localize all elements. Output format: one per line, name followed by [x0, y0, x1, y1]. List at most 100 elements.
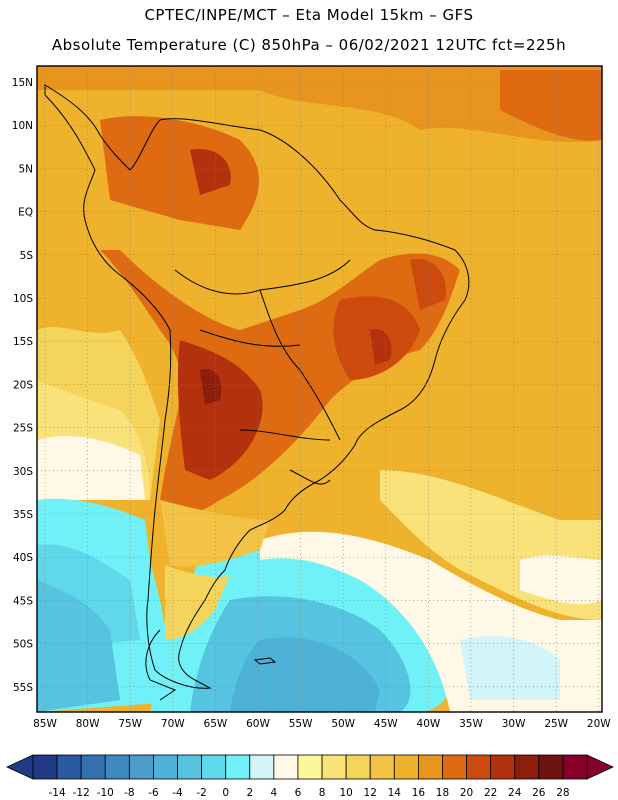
colorbar-label: 8	[319, 787, 326, 799]
colorbar-label: -6	[148, 787, 159, 799]
colorbar-swatch	[490, 754, 516, 780]
lat-label: 10S	[13, 293, 33, 305]
colorbar-swatch	[225, 754, 251, 780]
lat-label: 55S	[13, 682, 33, 694]
lat-label: 50S	[13, 639, 33, 651]
lon-label: 25W	[544, 718, 568, 730]
south-atlantic-coldest-zone	[230, 637, 380, 712]
colorbar-label: 22	[484, 787, 497, 799]
lat-label: 30S	[13, 466, 33, 478]
south-america-coastline	[44, 84, 470, 689]
bahia-hot-zone	[410, 259, 446, 310]
colorbar-swatch	[466, 754, 492, 780]
colorbar-swatch	[273, 754, 299, 780]
latitude-labels: 15N 10N 5N EQ 5S 10S 15S 20S 25S 30S 35S 40S 45S 50S 5…	[12, 77, 34, 694]
north-east-hot-patch	[500, 70, 602, 141]
colorbar-label: 28	[556, 787, 569, 799]
lat-label: 40S	[13, 552, 33, 564]
colorbar-label: -8	[124, 787, 134, 799]
colorbar-swatch	[104, 754, 130, 780]
lon-label: 75W	[118, 718, 142, 730]
atlantic-pale-patch	[520, 555, 602, 605]
lon-label: 40W	[417, 718, 441, 730]
chaco-hottest-zone	[177, 340, 263, 480]
atlantic-cool-patch	[460, 636, 560, 700]
colorbar-swatch	[562, 754, 588, 780]
map-title-line2: Absolute Temperature (C) 850hPa – 06/02/…	[51, 36, 567, 54]
lat-label: 20S	[13, 379, 33, 391]
colorbar-swatch	[321, 754, 347, 780]
colorbar-label: 20	[460, 787, 473, 799]
lat-label: 5S	[20, 250, 34, 262]
colorbar-swatch	[249, 754, 275, 780]
colorbar-label: -4	[172, 787, 183, 799]
colorbar-swatch	[297, 754, 323, 780]
lon-label: 80W	[76, 718, 100, 730]
lat-label: 35S	[13, 509, 33, 521]
colorbar-low-arrow	[6, 754, 34, 780]
colorbar-label: 16	[412, 787, 426, 799]
colorbar-label: 24	[508, 787, 522, 799]
colorbar-label: 14	[388, 787, 402, 799]
colorbar-swatch	[153, 754, 178, 780]
lon-label: 30W	[502, 718, 526, 730]
lat-label: 10N	[12, 120, 33, 132]
colorbar-swatch	[514, 754, 540, 780]
pampas-mild-zone	[160, 500, 270, 567]
map-title-line1: CPTEC/INPE/MCT – Eta Model 15km – GFS	[144, 6, 474, 24]
lon-label: 85W	[33, 718, 57, 730]
falkland-islands	[253, 657, 277, 665]
colorbar-label: -12	[73, 787, 90, 799]
lat-label: 5N	[18, 163, 33, 175]
colorbar-swatch	[417, 754, 443, 780]
map-frame	[36, 65, 603, 713]
colorbar-label: 12	[364, 787, 377, 799]
lat-label: 15N	[12, 77, 33, 89]
colorbar-label: -14	[49, 787, 66, 799]
lon-label: 45W	[374, 718, 398, 730]
colorbar-label: 18	[436, 787, 449, 799]
lon-label: 20W	[587, 718, 611, 730]
colorbar-label: 26	[532, 787, 546, 799]
colorbar-swatch	[32, 754, 58, 780]
colorbar-swatch	[56, 754, 82, 780]
longitude-labels: 85W 80W 75W 70W 65W 60W 55W 50W 45W 40W 35W 30W 25W 2…	[33, 718, 611, 730]
colorbar-swatch	[128, 754, 154, 780]
country-borders	[174, 259, 351, 485]
southwest-coldest-zone	[37, 580, 120, 712]
lon-label: 50W	[331, 718, 355, 730]
colorbar-high-arrow	[586, 754, 614, 780]
colorbar-label: -10	[97, 787, 114, 799]
map-field	[37, 66, 602, 712]
colorbar-label: 10	[339, 787, 352, 799]
lon-label: 55W	[289, 718, 313, 730]
venezuela-hot-zone	[100, 116, 259, 230]
colorbar-label: 2	[246, 787, 253, 799]
lat-label: 45S	[13, 595, 33, 607]
pacific-pale-zone	[37, 435, 145, 500]
colorbar-swatch	[80, 754, 106, 780]
lat-label: EQ	[18, 207, 33, 219]
colorbar: -14 -12 -10 -8 -6 -4 -2 0 2 4 6 8 10 12 14 16 18 20 22 24 26…	[6, 754, 614, 799]
colorbar-swatch	[177, 754, 203, 780]
tierra-del-fuego	[145, 629, 177, 701]
colorbar-swatch	[345, 754, 371, 780]
colorbar-label: 0	[222, 787, 229, 799]
lat-label: 25S	[13, 423, 33, 435]
colorbar-label: 6	[295, 787, 302, 799]
lon-label: 60W	[246, 718, 270, 730]
lon-label: 70W	[161, 718, 185, 730]
colorbar-swatch	[369, 754, 395, 780]
venezuela-hottest-zone	[190, 149, 231, 195]
lon-label: 35W	[459, 718, 483, 730]
lat-label: 15S	[13, 336, 33, 348]
colorbar-label: 4	[271, 787, 278, 799]
north-warm-band	[37, 66, 602, 143]
coastlines	[44, 84, 470, 701]
colorbar-swatch	[201, 754, 227, 780]
colorbar-swatch	[442, 754, 467, 780]
colorbar-swatch	[393, 754, 419, 780]
colorbar-label: -2	[196, 787, 206, 799]
colorbar-swatch	[538, 754, 564, 780]
